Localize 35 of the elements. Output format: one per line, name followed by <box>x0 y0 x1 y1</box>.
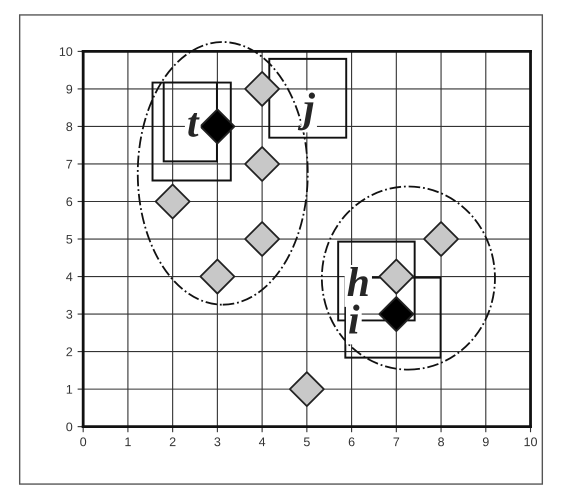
x-tick-label: 10 <box>524 437 537 446</box>
x-tick-label: 2 <box>170 437 176 446</box>
point <box>199 258 236 294</box>
annotation: t <box>188 113 200 137</box>
x-tick-label: 1 <box>125 438 131 446</box>
annotation: h <box>348 267 368 296</box>
x-tick-label: 6 <box>348 437 355 446</box>
y-tick-label: 6 <box>66 197 72 206</box>
x-tick-label: 7 <box>393 438 400 446</box>
annotation: j <box>298 92 315 130</box>
y-tick-label: 8 <box>66 122 72 132</box>
y-tick-label: 4 <box>66 272 72 282</box>
x-tick-label: 4 <box>258 438 266 446</box>
point <box>378 258 414 294</box>
y-tick-label: 0 <box>66 422 72 432</box>
point <box>244 71 280 107</box>
point <box>288 371 325 408</box>
x-tick-label: 8 <box>438 437 444 446</box>
y-tick-label: 2 <box>66 347 72 356</box>
x-tick-label: 0 <box>80 437 86 446</box>
point <box>199 108 236 144</box>
point <box>244 146 280 182</box>
y-tick-label: 3 <box>66 310 72 319</box>
x-tick-label: 5 <box>304 438 310 446</box>
annotation: i <box>349 304 360 334</box>
y-tick-label: 5 <box>66 234 72 244</box>
point <box>423 221 459 257</box>
point <box>244 221 280 257</box>
point <box>154 184 191 220</box>
x-tick-label: 3 <box>214 437 220 446</box>
x-tick-label: 9 <box>482 437 489 446</box>
y-tick-label: 9 <box>66 84 72 94</box>
y-tick-label: 7 <box>66 160 72 168</box>
y-tick-label: 10 <box>60 47 72 56</box>
y-tick-label: 1 <box>66 385 72 394</box>
